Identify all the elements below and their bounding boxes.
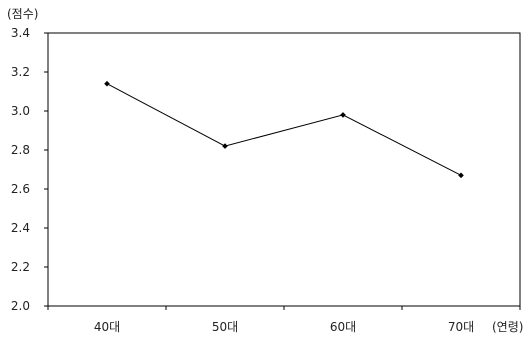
series-group — [104, 80, 464, 179]
data-point — [458, 172, 464, 179]
y-tick-label: 3.0 — [11, 104, 30, 118]
y-tick-label: 2.6 — [11, 182, 30, 196]
data-point — [340, 112, 346, 118]
y-axis-label: (점수) — [7, 7, 38, 21]
series-line — [106, 83, 462, 176]
y-axis: 2.0 2.2 2.4 2.6 2.8 3.0 3.2 3.4 — [11, 26, 48, 313]
y-tick-label: 2.0 — [11, 299, 30, 313]
x-tick-label: 70대 — [448, 320, 474, 334]
x-tick-label: 40대 — [94, 320, 120, 334]
x-tick-label: 60대 — [330, 320, 356, 334]
y-tick-label: 3.4 — [11, 26, 30, 40]
x-tick-label: 50대 — [212, 320, 238, 334]
y-tick-label: 2.2 — [11, 260, 30, 274]
x-axis: 40대 50대 60대 70대 — [47, 306, 521, 334]
y-tick-label: 2.8 — [11, 143, 30, 157]
x-axis-label: (연령) — [492, 320, 523, 334]
data-point — [222, 143, 228, 149]
y-tick-label: 2.4 — [11, 221, 30, 235]
y-tick-label: 3.2 — [11, 65, 30, 79]
data-point — [104, 80, 110, 87]
